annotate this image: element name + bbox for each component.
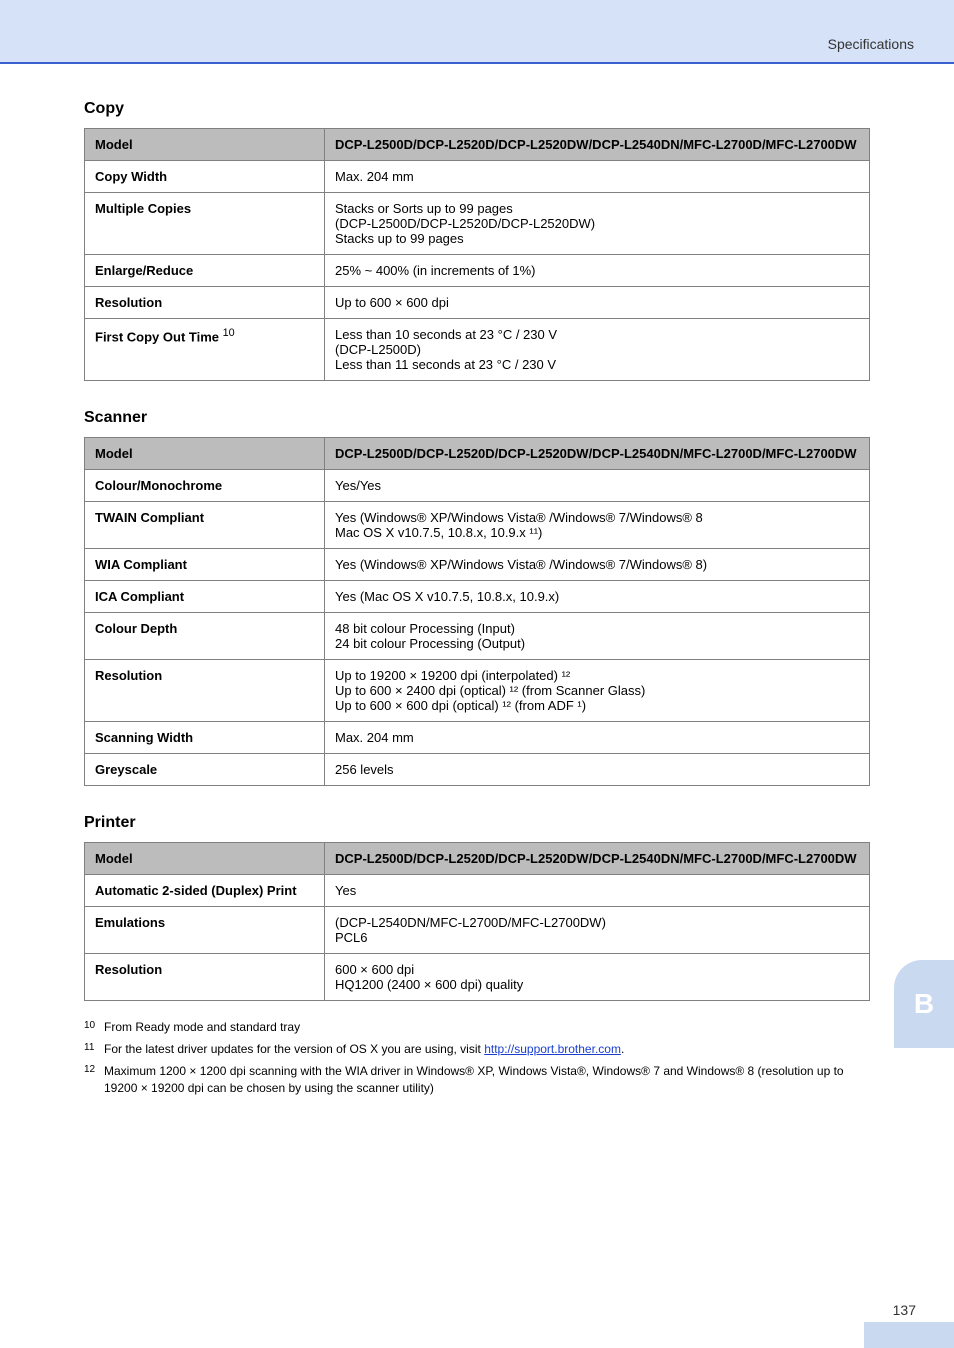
table-cell-value: Yes (Windows® XP/Windows Vista® /Windows… [325,549,870,581]
table-cell-label: Resolution [85,660,325,722]
table-row: Greyscale 256 levels [85,754,870,786]
footnote-link[interactable]: http://support.brother.com [484,1042,621,1056]
table-cell-label: First Copy Out Time 10 [85,319,325,381]
table-cell-label: Scanning Width [85,722,325,754]
table-header-cell: Model [85,438,325,470]
table-cell-value: (DCP-L2540DN/MFC-L2700D/MFC-L2700DW) PCL… [325,907,870,954]
footnote-text: From Ready mode and standard tray [104,1019,300,1037]
table-row: Enlarge/Reduce 25% ~ 400% (in increments… [85,255,870,287]
footnote: 11 For the latest driver updates for the… [84,1041,870,1059]
section-title-printer: Printer [84,814,870,832]
footnote-sup: 11 [84,1041,96,1059]
footnote-text: Maximum 1200 × 1200 dpi scanning with th… [104,1063,870,1095]
table-cell-value: 48 bit colour Processing (Input) 24 bit … [325,613,870,660]
section-title-copy: Copy [84,100,870,118]
table-row: Automatic 2-sided (Duplex) Print Yes [85,875,870,907]
table-scanner: Model DCP-L2500D/DCP-L2520D/DCP-L2520DW/… [84,437,870,786]
table-cell-value: Yes (Windows® XP/Windows Vista® /Windows… [325,502,870,549]
footnote-text: For the latest driver updates for the ve… [104,1041,624,1059]
table-header-row: Model DCP-L2500D/DCP-L2520D/DCP-L2520DW/… [85,438,870,470]
table-header-cell: DCP-L2500D/DCP-L2520D/DCP-L2520DW/DCP-L2… [325,438,870,470]
table-cell-label: Enlarge/Reduce [85,255,325,287]
table-cell-label: ICA Compliant [85,581,325,613]
table-row: ICA Compliant Yes (Mac OS X v10.7.5, 10.… [85,581,870,613]
table-cell-label: Colour Depth [85,613,325,660]
table-row: Resolution Up to 600 × 600 dpi [85,287,870,319]
table-cell-label: Resolution [85,954,325,1001]
table-cell-value: 600 × 600 dpi HQ1200 (2400 × 600 dpi) qu… [325,954,870,1001]
table-cell-value: 256 levels [325,754,870,786]
section-copy: Copy Model DCP-L2500D/DCP-L2520D/DCP-L25… [84,100,870,381]
table-cell-label: Resolution [85,287,325,319]
footnote-sup: 10 [84,1019,96,1037]
table-header-cell: DCP-L2500D/DCP-L2520D/DCP-L2520DW/DCP-L2… [325,129,870,161]
table-header-cell: Model [85,129,325,161]
table-row: Colour Depth 48 bit colour Processing (I… [85,613,870,660]
table-cell-label: Copy Width [85,161,325,193]
table-header-row: Model DCP-L2500D/DCP-L2520D/DCP-L2520DW/… [85,129,870,161]
side-tab-label: B [914,988,934,1020]
table-printer: Model DCP-L2500D/DCP-L2520D/DCP-L2520DW/… [84,842,870,1001]
table-cell-value: Max. 204 mm [325,722,870,754]
footnote-sup: 12 [84,1063,96,1095]
table-row: Colour/Monochrome Yes/Yes [85,470,870,502]
page-number: 137 [893,1302,916,1318]
table-cell-value: Yes (Mac OS X v10.7.5, 10.8.x, 10.9.x) [325,581,870,613]
table-row: Resolution 600 × 600 dpi HQ1200 (2400 × … [85,954,870,1001]
content-area: Copy Model DCP-L2500D/DCP-L2520D/DCP-L25… [84,100,870,1100]
header-band [0,0,954,62]
section-printer: Printer Model DCP-L2500D/DCP-L2520D/DCP-… [84,814,870,1001]
footnote: 10 From Ready mode and standard tray [84,1019,870,1037]
table-cell-value: Yes/Yes [325,470,870,502]
table-row: Copy Width Max. 204 mm [85,161,870,193]
table-cell-label: Multiple Copies [85,193,325,255]
table-row: Multiple Copies Stacks or Sorts up to 99… [85,193,870,255]
table-cell-value: Yes [325,875,870,907]
table-row: Resolution Up to 19200 × 19200 dpi (inte… [85,660,870,722]
table-cell-label: Greyscale [85,754,325,786]
table-cell-value: Max. 204 mm [325,161,870,193]
table-cell-value: Up to 19200 × 19200 dpi (interpolated) ¹… [325,660,870,722]
table-row: Emulations (DCP-L2540DN/MFC-L2700D/MFC-L… [85,907,870,954]
footnotes: 10 From Ready mode and standard tray 11 … [84,1019,870,1096]
header-rule [0,62,954,64]
section-title-scanner: Scanner [84,409,870,427]
table-row: First Copy Out Time 10 Less than 10 seco… [85,319,870,381]
table-row: TWAIN Compliant Yes (Windows® XP/Windows… [85,502,870,549]
table-header-row: Model DCP-L2500D/DCP-L2520D/DCP-L2520DW/… [85,843,870,875]
table-cell-value: Up to 600 × 600 dpi [325,287,870,319]
side-tab: B [894,960,954,1048]
section-scanner: Scanner Model DCP-L2500D/DCP-L2520D/DCP-… [84,409,870,786]
footnote: 12 Maximum 1200 × 1200 dpi scanning with… [84,1063,870,1095]
table-cell-label: TWAIN Compliant [85,502,325,549]
table-cell-label: Emulations [85,907,325,954]
table-header-cell: DCP-L2500D/DCP-L2520D/DCP-L2520DW/DCP-L2… [325,843,870,875]
table-cell-label: WIA Compliant [85,549,325,581]
table-cell-value: Less than 10 seconds at 23 °C / 230 V (D… [325,319,870,381]
table-cell-label: Automatic 2-sided (Duplex) Print [85,875,325,907]
table-cell-value: 25% ~ 400% (in increments of 1%) [325,255,870,287]
table-header-cell: Model [85,843,325,875]
table-cell-value: Stacks or Sorts up to 99 pages (DCP-L250… [325,193,870,255]
table-copy: Model DCP-L2500D/DCP-L2520D/DCP-L2520DW/… [84,128,870,381]
table-row: WIA Compliant Yes (Windows® XP/Windows V… [85,549,870,581]
table-row: Scanning Width Max. 204 mm [85,722,870,754]
corner-strip [864,1322,954,1348]
table-cell-label: Colour/Monochrome [85,470,325,502]
header-title: Specifications [828,36,914,52]
